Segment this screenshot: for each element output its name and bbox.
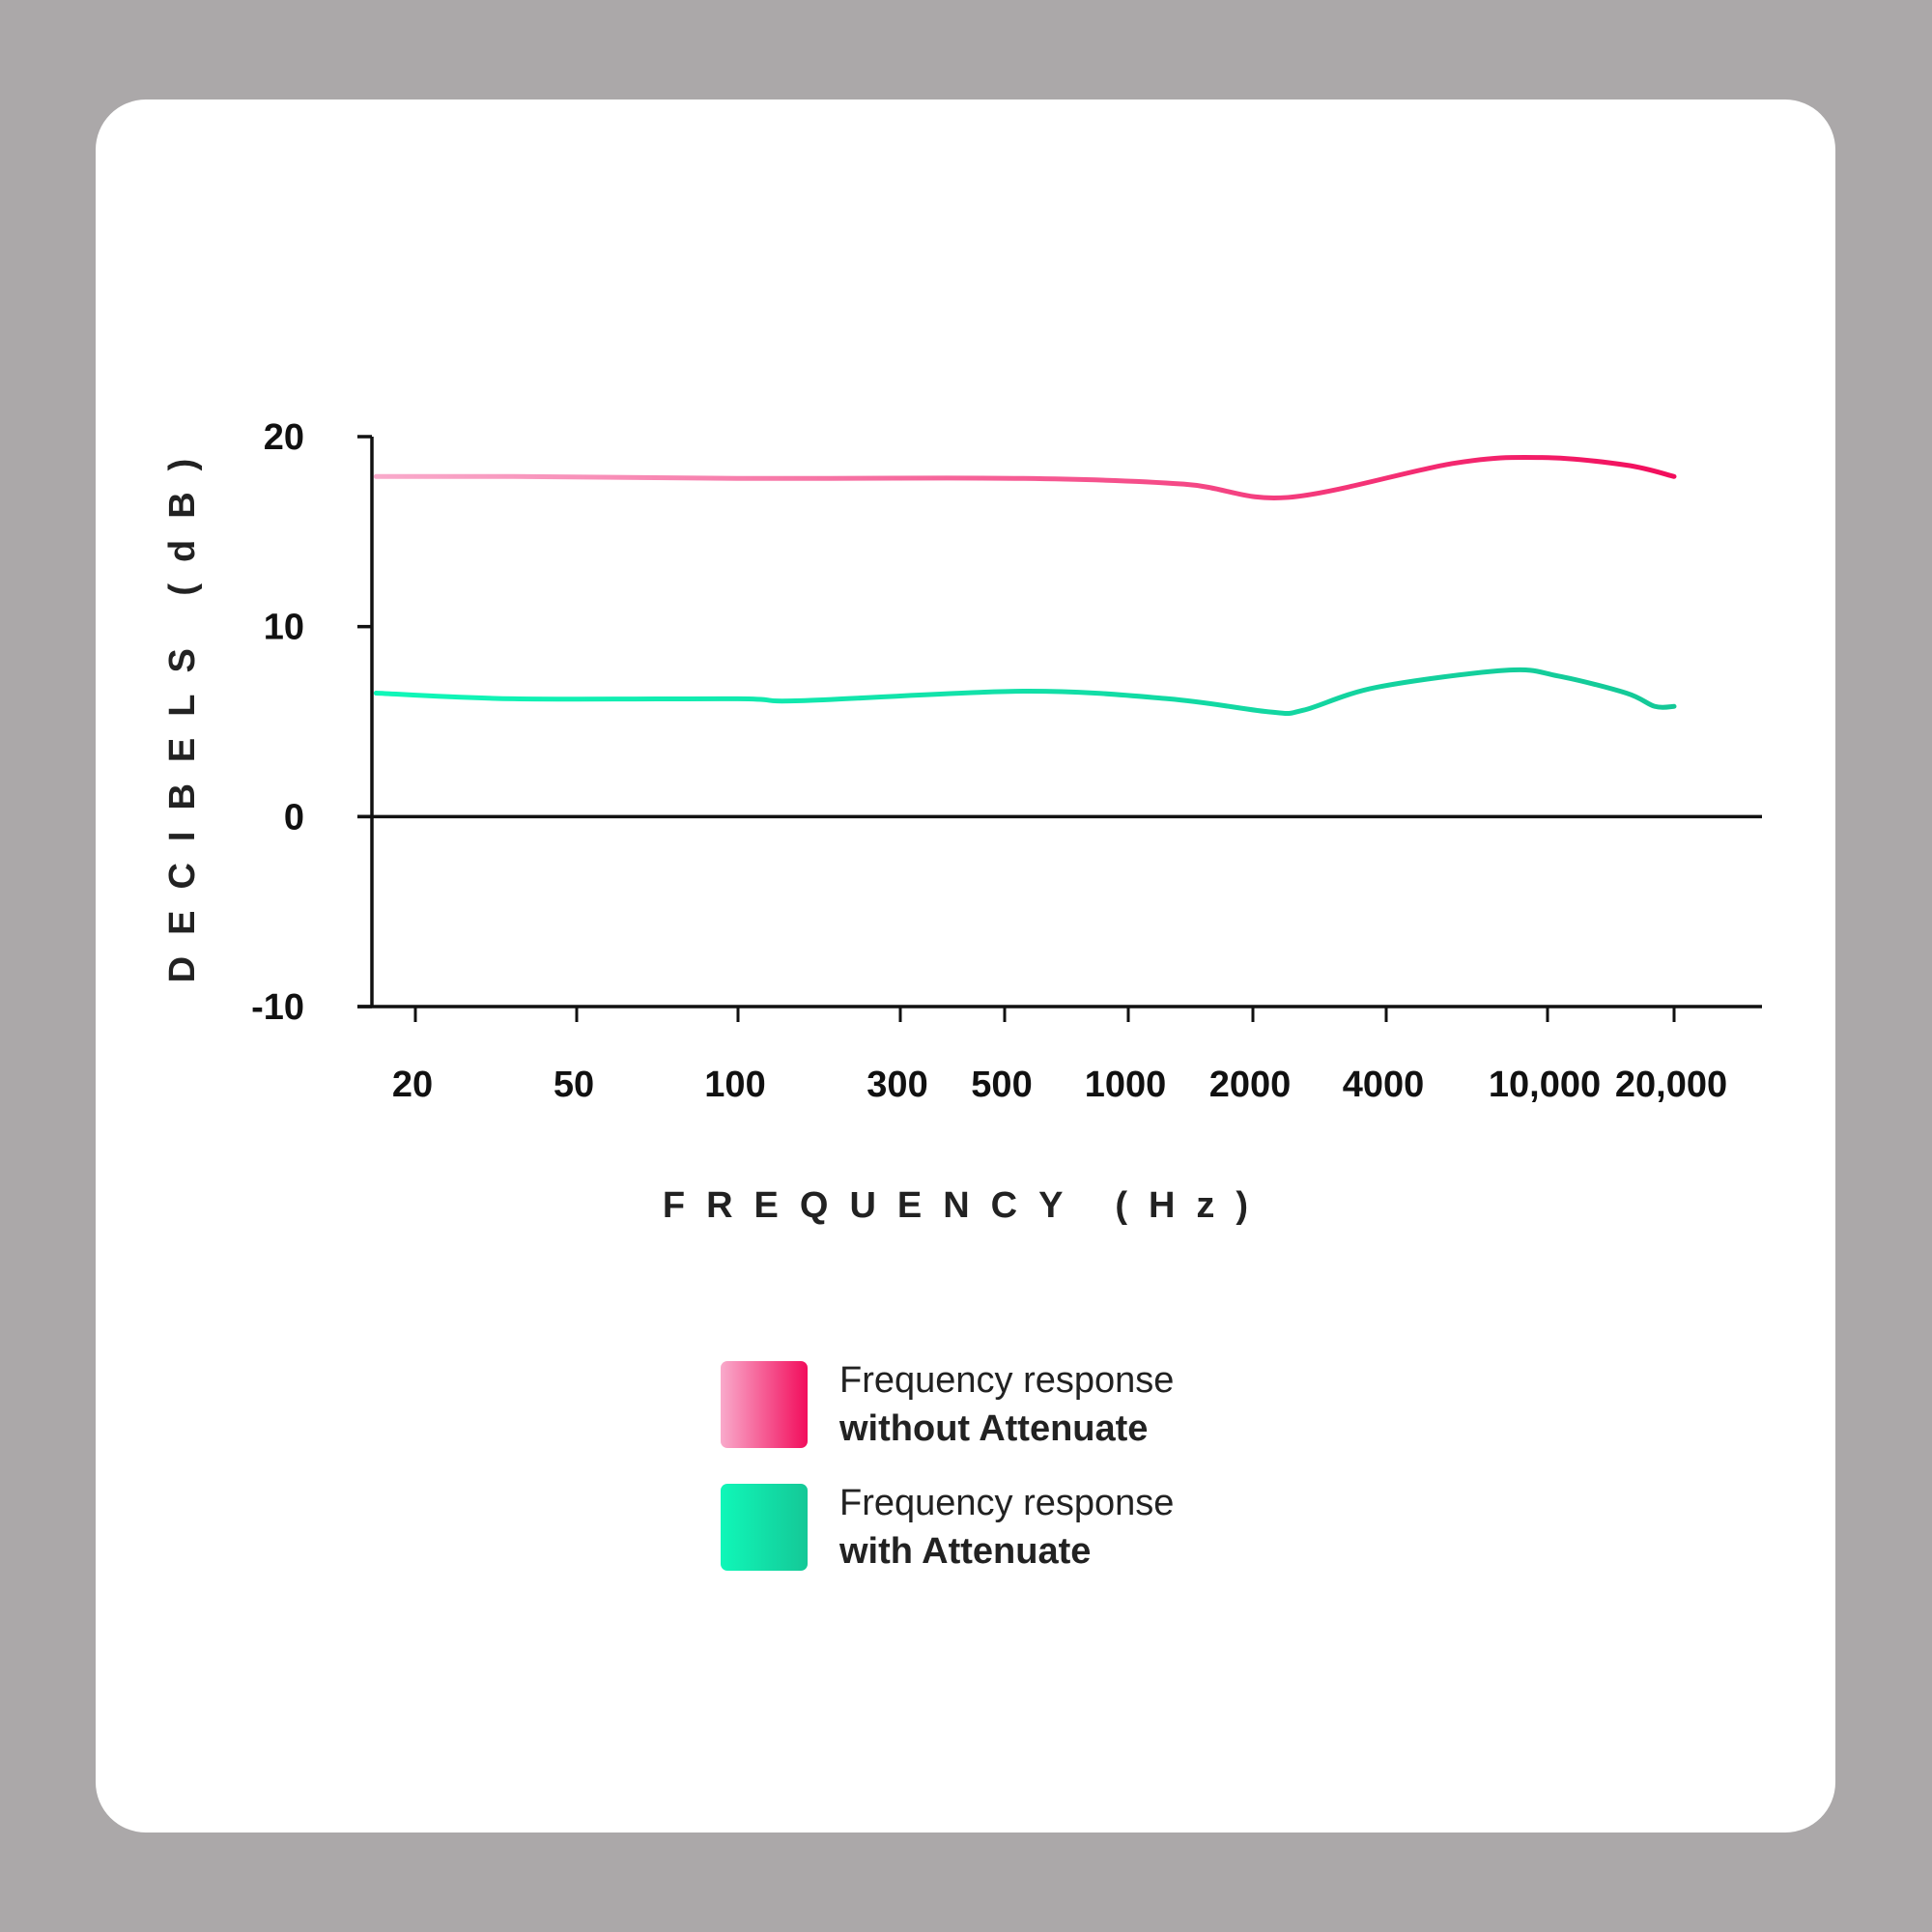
y-tick-label: 0 xyxy=(284,797,304,838)
series-line-with-attenuate xyxy=(373,667,1677,717)
legend-label-line2: with Attenuate xyxy=(839,1531,1092,1572)
x-tick-label: 1000 xyxy=(1085,1065,1167,1105)
y-tick-label: 20 xyxy=(264,417,304,458)
legend-item-with-attenuate: Frequency response with Attenuate xyxy=(721,1479,1174,1576)
legend-label-line1: Frequency response xyxy=(839,1360,1175,1401)
series-line-without-attenuate xyxy=(373,454,1677,500)
x-tick-label: 100 xyxy=(704,1065,765,1105)
y-tick-label: 10 xyxy=(264,608,304,648)
legend-label-line2: without Attenuate xyxy=(839,1408,1149,1449)
legend-item-without-attenuate: Frequency response without Attenuate xyxy=(721,1356,1174,1453)
x-tick-label: 20,000 xyxy=(1615,1065,1727,1105)
y-tick-label: -10 xyxy=(251,987,304,1028)
chart-card xyxy=(96,99,1835,1833)
x-tick-label: 2000 xyxy=(1209,1065,1292,1105)
x-tick-label: 10,000 xyxy=(1489,1065,1601,1105)
x-tick-label: 300 xyxy=(867,1065,927,1105)
x-tick-label: 500 xyxy=(971,1065,1032,1105)
x-tick-label: 4000 xyxy=(1343,1065,1425,1105)
legend-swatch-green xyxy=(721,1484,808,1571)
legend-swatch-pink xyxy=(721,1361,808,1448)
y-axis-title: DECIBELS (dB) xyxy=(162,438,203,983)
x-tick-label: 20 xyxy=(392,1065,433,1105)
x-axis-title: FREQUENCY (Hz) xyxy=(663,1185,1269,1226)
x-tick-label: 50 xyxy=(554,1065,594,1105)
legend-label-line1: Frequency response xyxy=(839,1483,1175,1523)
